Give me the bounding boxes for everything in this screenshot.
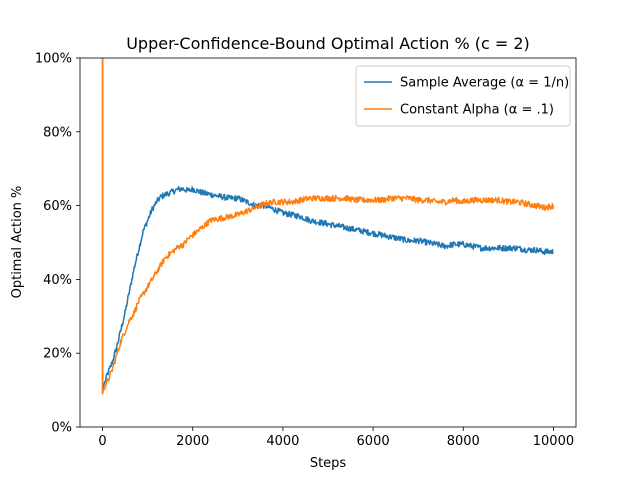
x-tick-label: 2000 <box>176 434 209 449</box>
legend-box <box>355 65 571 127</box>
x-tick-label: 4000 <box>266 434 299 449</box>
plot-area: 0 2000 4000 6000 8000 10000 0% 20% 40% 60% 80% 100% <box>35 52 577 449</box>
x-tick-label: 6000 <box>357 434 390 449</box>
legend-label-constant-alpha: Constant Alpha (α = .1) <box>400 103 554 118</box>
x-tick-label: 8000 <box>447 434 480 449</box>
y-tick-label: 20% <box>43 347 72 362</box>
x-tick-label: 0 <box>98 434 106 449</box>
chart-title: Upper-Confidence-Bound Optimal Action % … <box>126 34 530 53</box>
series-line-constant-alpha <box>101 58 555 395</box>
legend: Sample Average (α = 1/n) Constant Alpha (… <box>355 65 571 127</box>
legend-label-sample-average: Sample Average (α = 1/n) <box>400 76 569 91</box>
series-line-sample-average <box>101 58 554 395</box>
y-axis-label: Optimal Action % <box>10 186 25 299</box>
x-tick-label: 10000 <box>533 434 574 449</box>
y-tick-label: 60% <box>43 199 72 214</box>
y-tick-label: 80% <box>43 125 72 140</box>
y-tick-label: 40% <box>43 273 72 288</box>
plot-frame <box>79 57 577 428</box>
y-tick-label: 0% <box>51 421 72 436</box>
x-axis-label: Steps <box>310 456 347 471</box>
y-tick-label: 100% <box>35 52 72 67</box>
